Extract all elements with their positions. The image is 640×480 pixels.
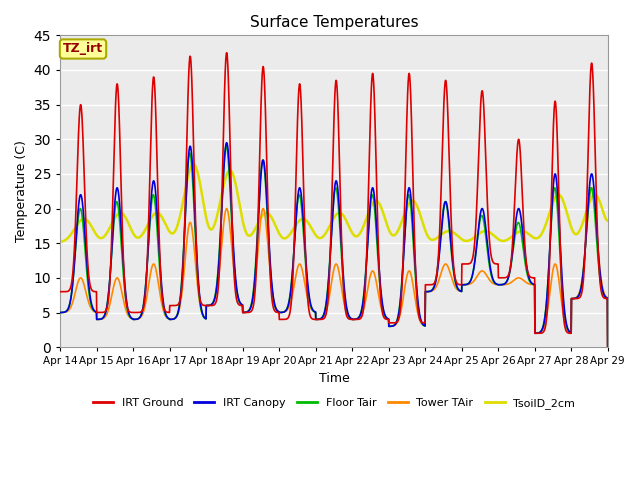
Legend: IRT Ground, IRT Canopy, Floor Tair, Tower TAir, TsoilD_2cm: IRT Ground, IRT Canopy, Floor Tair, Towe… bbox=[88, 394, 580, 413]
X-axis label: Time: Time bbox=[319, 372, 349, 385]
Title: Surface Temperatures: Surface Temperatures bbox=[250, 15, 419, 30]
Y-axis label: Temperature (C): Temperature (C) bbox=[15, 140, 28, 242]
Text: TZ_irt: TZ_irt bbox=[63, 43, 103, 56]
